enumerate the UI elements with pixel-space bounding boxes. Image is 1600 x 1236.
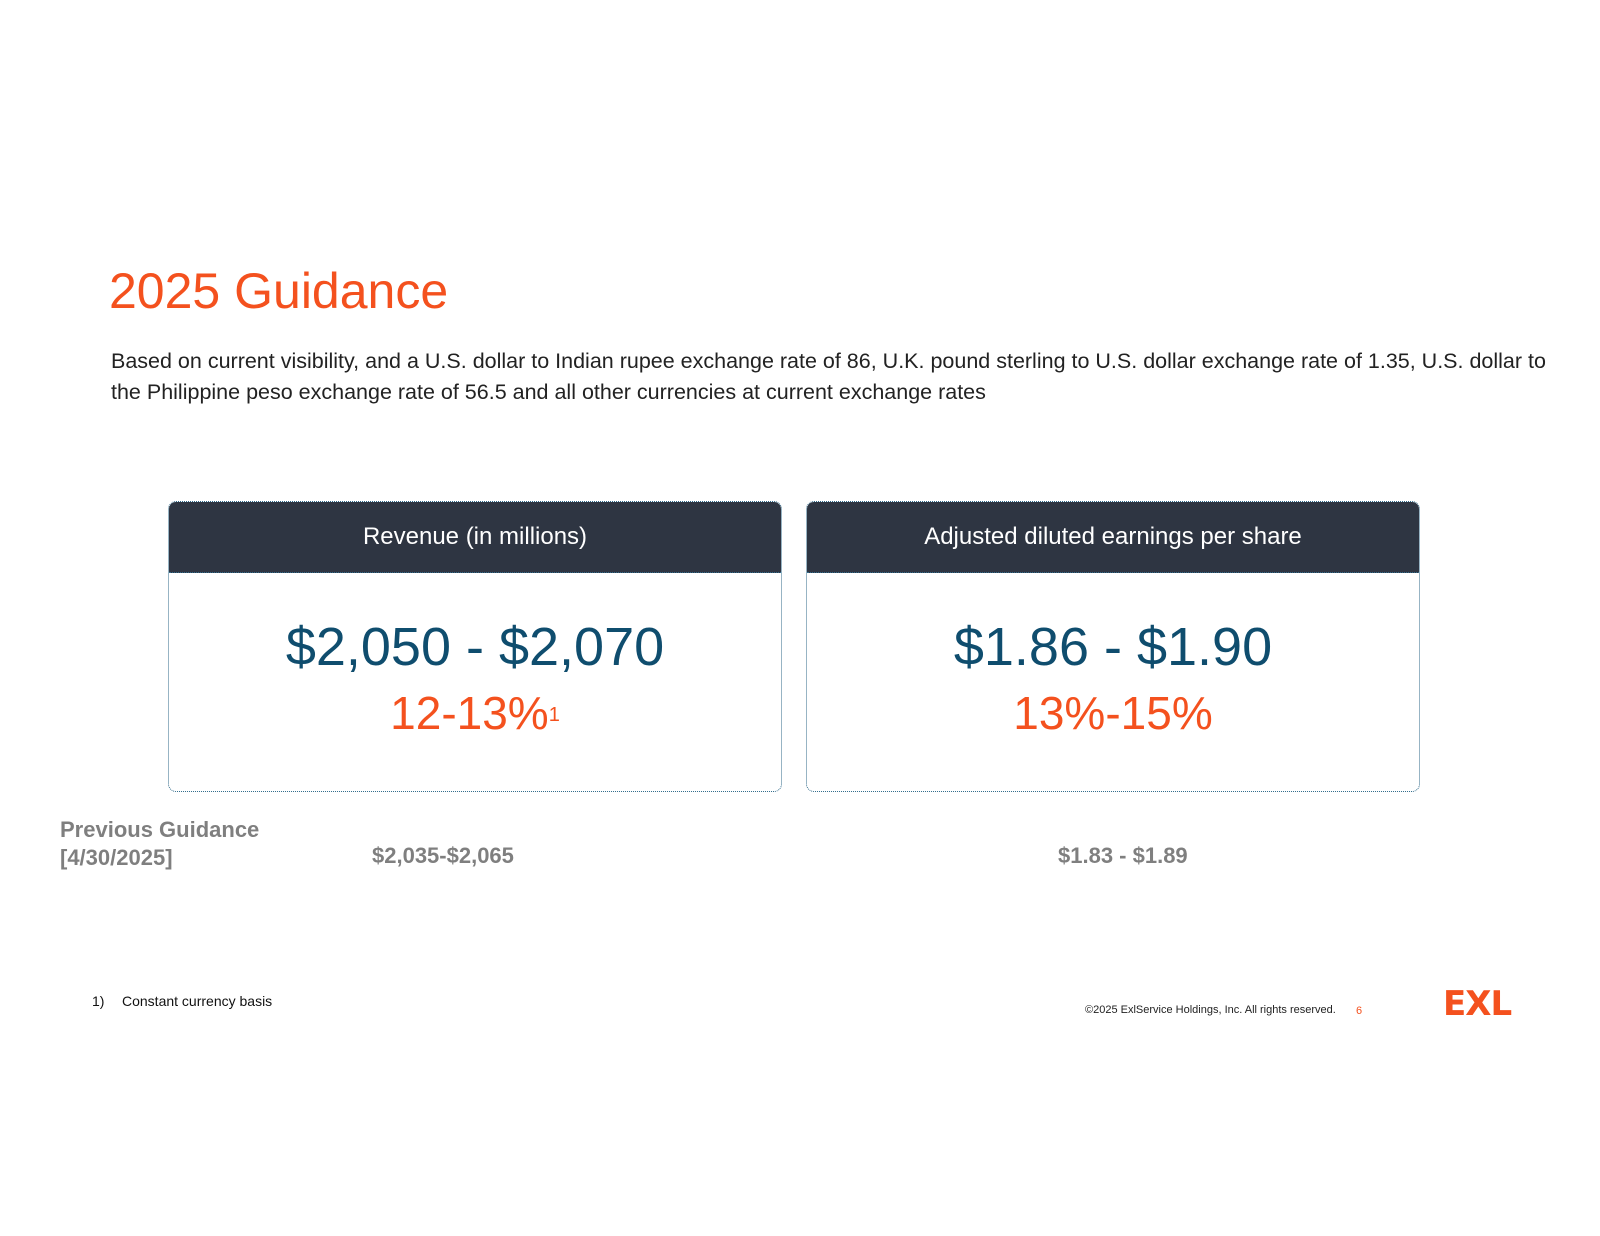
footnote: 1) Constant currency basis bbox=[92, 993, 272, 1009]
copyright-text: ©2025 ExlService Holdings, Inc. All righ… bbox=[1085, 1004, 1336, 1016]
page-number: 6 bbox=[1356, 1005, 1363, 1017]
previous-guidance-label: Previous Guidance [4/30/2025] bbox=[60, 816, 259, 872]
revenue-card-header: Revenue (in millions) bbox=[169, 502, 781, 573]
eps-growth: 13%-15% bbox=[1013, 687, 1213, 739]
revenue-growth-text: 12-13% bbox=[390, 687, 549, 739]
slide-subtitle: Based on current visibility, and a U.S. … bbox=[111, 349, 1546, 404]
exl-logo: EXL bbox=[1443, 984, 1512, 1024]
previous-guidance-label-line1: Previous Guidance bbox=[60, 817, 260, 842]
previous-guidance-date: [4/30/2025] bbox=[60, 845, 173, 870]
revenue-growth-footnote-marker: 1 bbox=[548, 704, 560, 726]
eps-card: Adjusted diluted earnings per share $1.8… bbox=[806, 501, 1420, 792]
revenue-card: Revenue (in millions) $2,050 - $2,070 12… bbox=[168, 501, 782, 792]
revenue-growth: 12-13%1 bbox=[169, 687, 781, 739]
footnote-number: 1) bbox=[92, 993, 105, 1009]
footnote-text: Constant currency basis bbox=[122, 993, 273, 1009]
eps-value: $1.86 - $1.90 bbox=[953, 617, 1273, 677]
previous-eps-guidance: $1.83 - $1.89 bbox=[1058, 843, 1188, 868]
previous-revenue-guidance: $2,035-$2,065 bbox=[372, 843, 514, 868]
eps-card-header: Adjusted diluted earnings per share bbox=[807, 502, 1419, 573]
revenue-value: $2,050 - $2,070 bbox=[285, 617, 665, 677]
slide-title: 2025 Guidance bbox=[109, 263, 449, 319]
